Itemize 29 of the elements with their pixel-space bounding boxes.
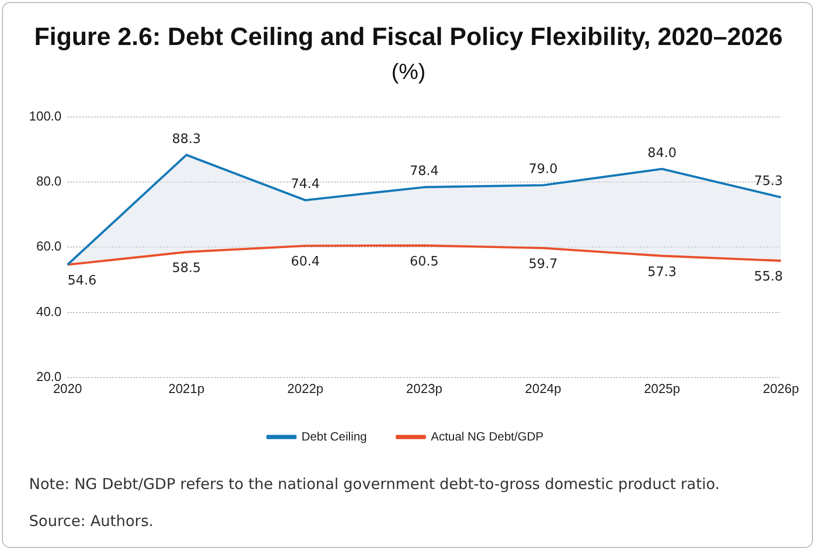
data-label: 88.3	[172, 132, 201, 147]
y-tick-label: 60.0	[36, 238, 62, 254]
data-label: 79.0	[528, 162, 558, 178]
data-label: 78.4	[410, 164, 439, 180]
chart-title: Figure 2.6: Debt Ceiling and Fiscal Policy Flexibility, 2020–2026	[33, 23, 784, 52]
data-label: 54.6	[68, 274, 96, 289]
x-tick-label: 2024p	[525, 380, 562, 396]
data-label: 55.8	[754, 270, 783, 285]
text: Note: NG Debt/GDP refers to the national government debt-to-gross domestic product ratio.	[29, 475, 720, 493]
data-label: 75.3	[754, 174, 783, 190]
data-label: 60.5	[410, 254, 439, 270]
data-label: 74.4	[290, 177, 320, 192]
x-tick-label: 2022p	[287, 380, 324, 396]
data-label: 60.4	[290, 254, 320, 270]
chart-subtitle: (%)	[390, 59, 427, 85]
y-tick-label: 40.0	[36, 304, 62, 319]
x-tick-label: 2026p	[762, 380, 800, 396]
x-tick-label: 2021p	[168, 380, 205, 396]
source-note: Source: Authors.	[29, 512, 154, 530]
x-tick-label: 2023p	[406, 380, 442, 396]
legend-label: Debt Ceiling	[301, 429, 367, 444]
data-label: 59.7	[528, 256, 558, 272]
y-tick-label: 100.0	[28, 108, 62, 124]
x-tick-label: 2025p	[644, 380, 680, 396]
legend-label: Actual NG Debt/GDP	[430, 429, 544, 444]
data-label: 57.3	[648, 264, 677, 280]
y-tick-label: 80.0	[36, 174, 62, 189]
data-label: 58.5	[172, 260, 201, 276]
data-label: 84.0	[648, 146, 677, 161]
